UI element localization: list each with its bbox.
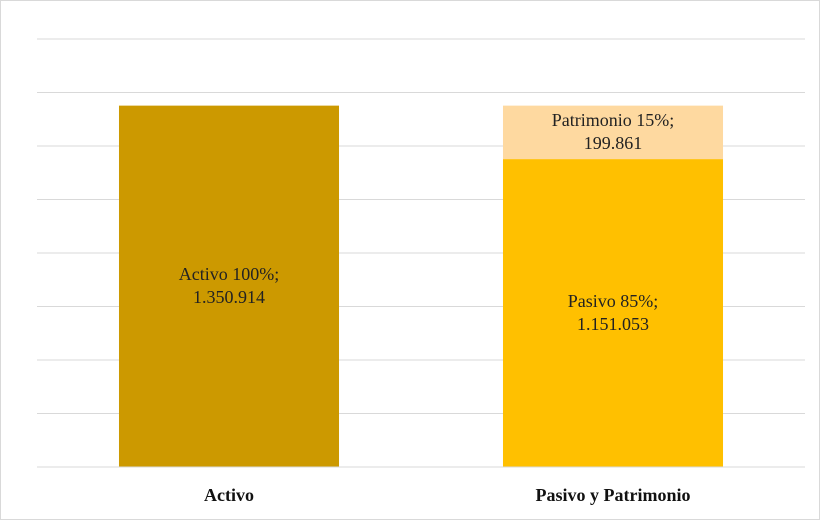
x-tick-label: Pasivo y Patrimonio <box>536 485 691 505</box>
data-label: Activo 100%; 1.350.914 <box>178 264 284 308</box>
bar-segment <box>502 105 724 160</box>
data-label: Pasivo 85%; 1.151.053 <box>567 291 663 335</box>
bar-segment <box>502 159 724 467</box>
data-label: Patrimonio 15%; 199.861 <box>551 110 675 154</box>
bar-segment <box>118 105 340 468</box>
x-tick-label: Activo <box>204 485 254 505</box>
